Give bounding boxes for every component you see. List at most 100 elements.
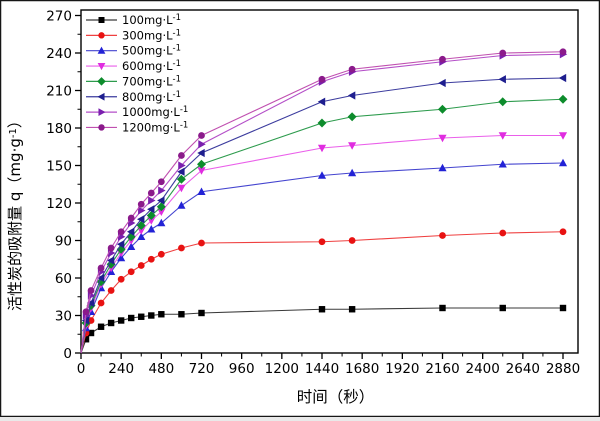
x-tick-label: 2400: [465, 361, 499, 377]
data-point: [138, 206, 146, 215]
data-point: [107, 287, 115, 294]
data-point: [157, 218, 166, 227]
data-point: [499, 49, 507, 57]
data-point: [137, 262, 145, 269]
y-tick-label: 60: [55, 271, 72, 287]
y-tick-label: 210: [46, 83, 72, 99]
data-point: [499, 304, 506, 312]
data-point: [128, 314, 135, 322]
data-point: [177, 167, 185, 176]
data-point: [439, 304, 446, 312]
data-point: [438, 163, 447, 172]
y-tick-label: 90: [55, 233, 72, 249]
data-point: [558, 132, 568, 140]
data-point: [197, 159, 206, 169]
data-point: [178, 311, 185, 318]
data-point: [137, 232, 146, 240]
data-point: [176, 174, 186, 184]
data-point: [147, 255, 155, 263]
data-point: [157, 196, 165, 205]
data-point: [318, 238, 326, 246]
y-tick-label: 240: [46, 46, 72, 62]
legend-label: 500mg·L-1: [122, 44, 181, 58]
data-point: [198, 309, 205, 317]
data-point: [348, 142, 357, 150]
x-tick-label: 1200: [265, 361, 299, 377]
x-tick-label: 960: [229, 361, 255, 377]
data-point: [318, 75, 326, 83]
data-point: [317, 118, 327, 128]
data-point: [559, 304, 567, 312]
data-point: [146, 211, 156, 220]
x-tick-label: 1920: [385, 361, 419, 377]
x-tick-label: 2160: [425, 361, 459, 377]
y-tick-label: 180: [46, 121, 72, 137]
legend-marker: [97, 46, 106, 54]
data-point: [317, 97, 326, 106]
data-point: [348, 306, 356, 313]
data-point: [317, 171, 327, 179]
data-point: [137, 215, 145, 224]
data-point: [148, 196, 156, 205]
data-point: [499, 229, 507, 237]
series-800mg·L: [80, 73, 567, 354]
data-point: [177, 201, 186, 209]
data-point: [117, 317, 125, 324]
data-point: [126, 227, 135, 236]
data-point: [559, 48, 567, 56]
data-point: [97, 299, 105, 307]
data-point: [438, 104, 447, 114]
data-point: [498, 75, 506, 84]
legend-marker: [97, 92, 105, 101]
data-point: [117, 253, 126, 262]
y-tick-label: 0: [63, 346, 72, 362]
data-point: [107, 319, 115, 327]
legend-marker: [97, 77, 106, 86]
legend-marker: [98, 108, 106, 116]
data-point: [157, 178, 165, 186]
data-point: [137, 200, 145, 208]
data-point: [116, 240, 125, 249]
data-point: [198, 132, 205, 139]
x-tick-label: 1440: [305, 361, 339, 377]
data-point: [197, 148, 205, 158]
y-tick-label: 30: [55, 308, 72, 324]
data-point: [138, 313, 145, 320]
data-point: [348, 65, 356, 73]
legend-label: 600mg·L-1: [122, 59, 181, 73]
data-point: [347, 112, 357, 122]
x-tick-label: 0: [77, 361, 86, 377]
x-tick-label: 2640: [506, 361, 540, 377]
legend-marker: [98, 16, 105, 23]
data-point: [86, 298, 95, 308]
y-tick-label: 270: [46, 8, 72, 24]
data-point: [558, 94, 568, 104]
legend-label: 300mg·L-1: [122, 28, 181, 42]
data-point: [198, 239, 205, 247]
y-tick-label: 150: [46, 158, 72, 174]
data-point: [318, 306, 326, 313]
data-point: [178, 161, 186, 170]
legend-label: 100mg·L-1: [122, 13, 181, 27]
data-point: [439, 55, 446, 63]
x-tick-label: 2880: [546, 361, 580, 377]
data-point: [96, 273, 105, 283]
legend-marker: [98, 32, 105, 39]
x-tick-label: 1680: [345, 361, 379, 377]
data-point: [87, 287, 95, 294]
data-point: [438, 78, 446, 88]
data-point: [106, 256, 115, 265]
data-point: [157, 250, 165, 258]
y-axis-title: 活性炭的吸附量 q（mg·g-1）: [6, 113, 24, 311]
data-point: [559, 228, 567, 236]
data-point: [147, 205, 155, 214]
plot-frame: [80, 9, 579, 354]
data-point: [127, 268, 135, 276]
data-point: [158, 186, 166, 195]
data-point: [178, 152, 185, 159]
data-point: [177, 184, 186, 193]
legend-label: 1200mg·L-1: [122, 120, 188, 134]
legend-marker: [97, 63, 106, 71]
